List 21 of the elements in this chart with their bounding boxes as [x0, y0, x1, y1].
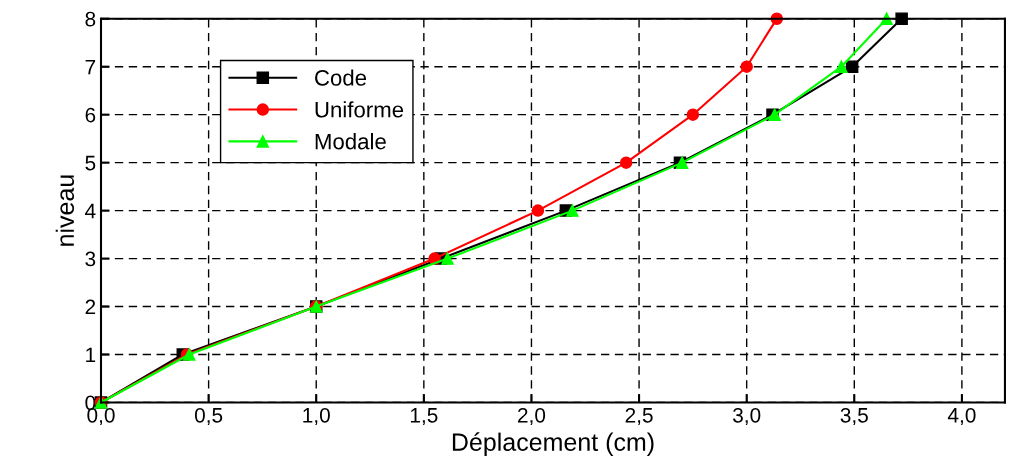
y-tick-label: 3 [85, 251, 96, 267]
legend-label: Modale [315, 133, 386, 150]
y-tick-label: 6 [85, 107, 96, 123]
y-tick-label: 4 [85, 203, 96, 219]
x-tick-label: 2,5 [625, 407, 653, 426]
y-tick-label: 7 [85, 59, 96, 75]
y-tick-label: 2 [85, 299, 96, 315]
x-tick-label: 1,5 [410, 408, 438, 426]
x-tick-label: 2,0 [518, 407, 546, 426]
legend-label: Uniforme [315, 101, 404, 118]
x-tick-label: 0,5 [194, 407, 223, 426]
y-tick-label: 1 [86, 347, 96, 363]
x-tick-label: 3,0 [732, 407, 761, 426]
x-axis-title: Déplacement (cm) [452, 432, 654, 456]
legend-label: Code [315, 69, 367, 86]
y-tick-label: 8 [85, 11, 96, 27]
y-tick-label: 5 [85, 155, 96, 171]
x-tick-label: 4,0 [947, 407, 976, 426]
x-tick-label: 1,0 [303, 407, 330, 426]
x-tick-label: 3,5 [840, 407, 868, 426]
y-axis-title: niveau [55, 175, 75, 246]
